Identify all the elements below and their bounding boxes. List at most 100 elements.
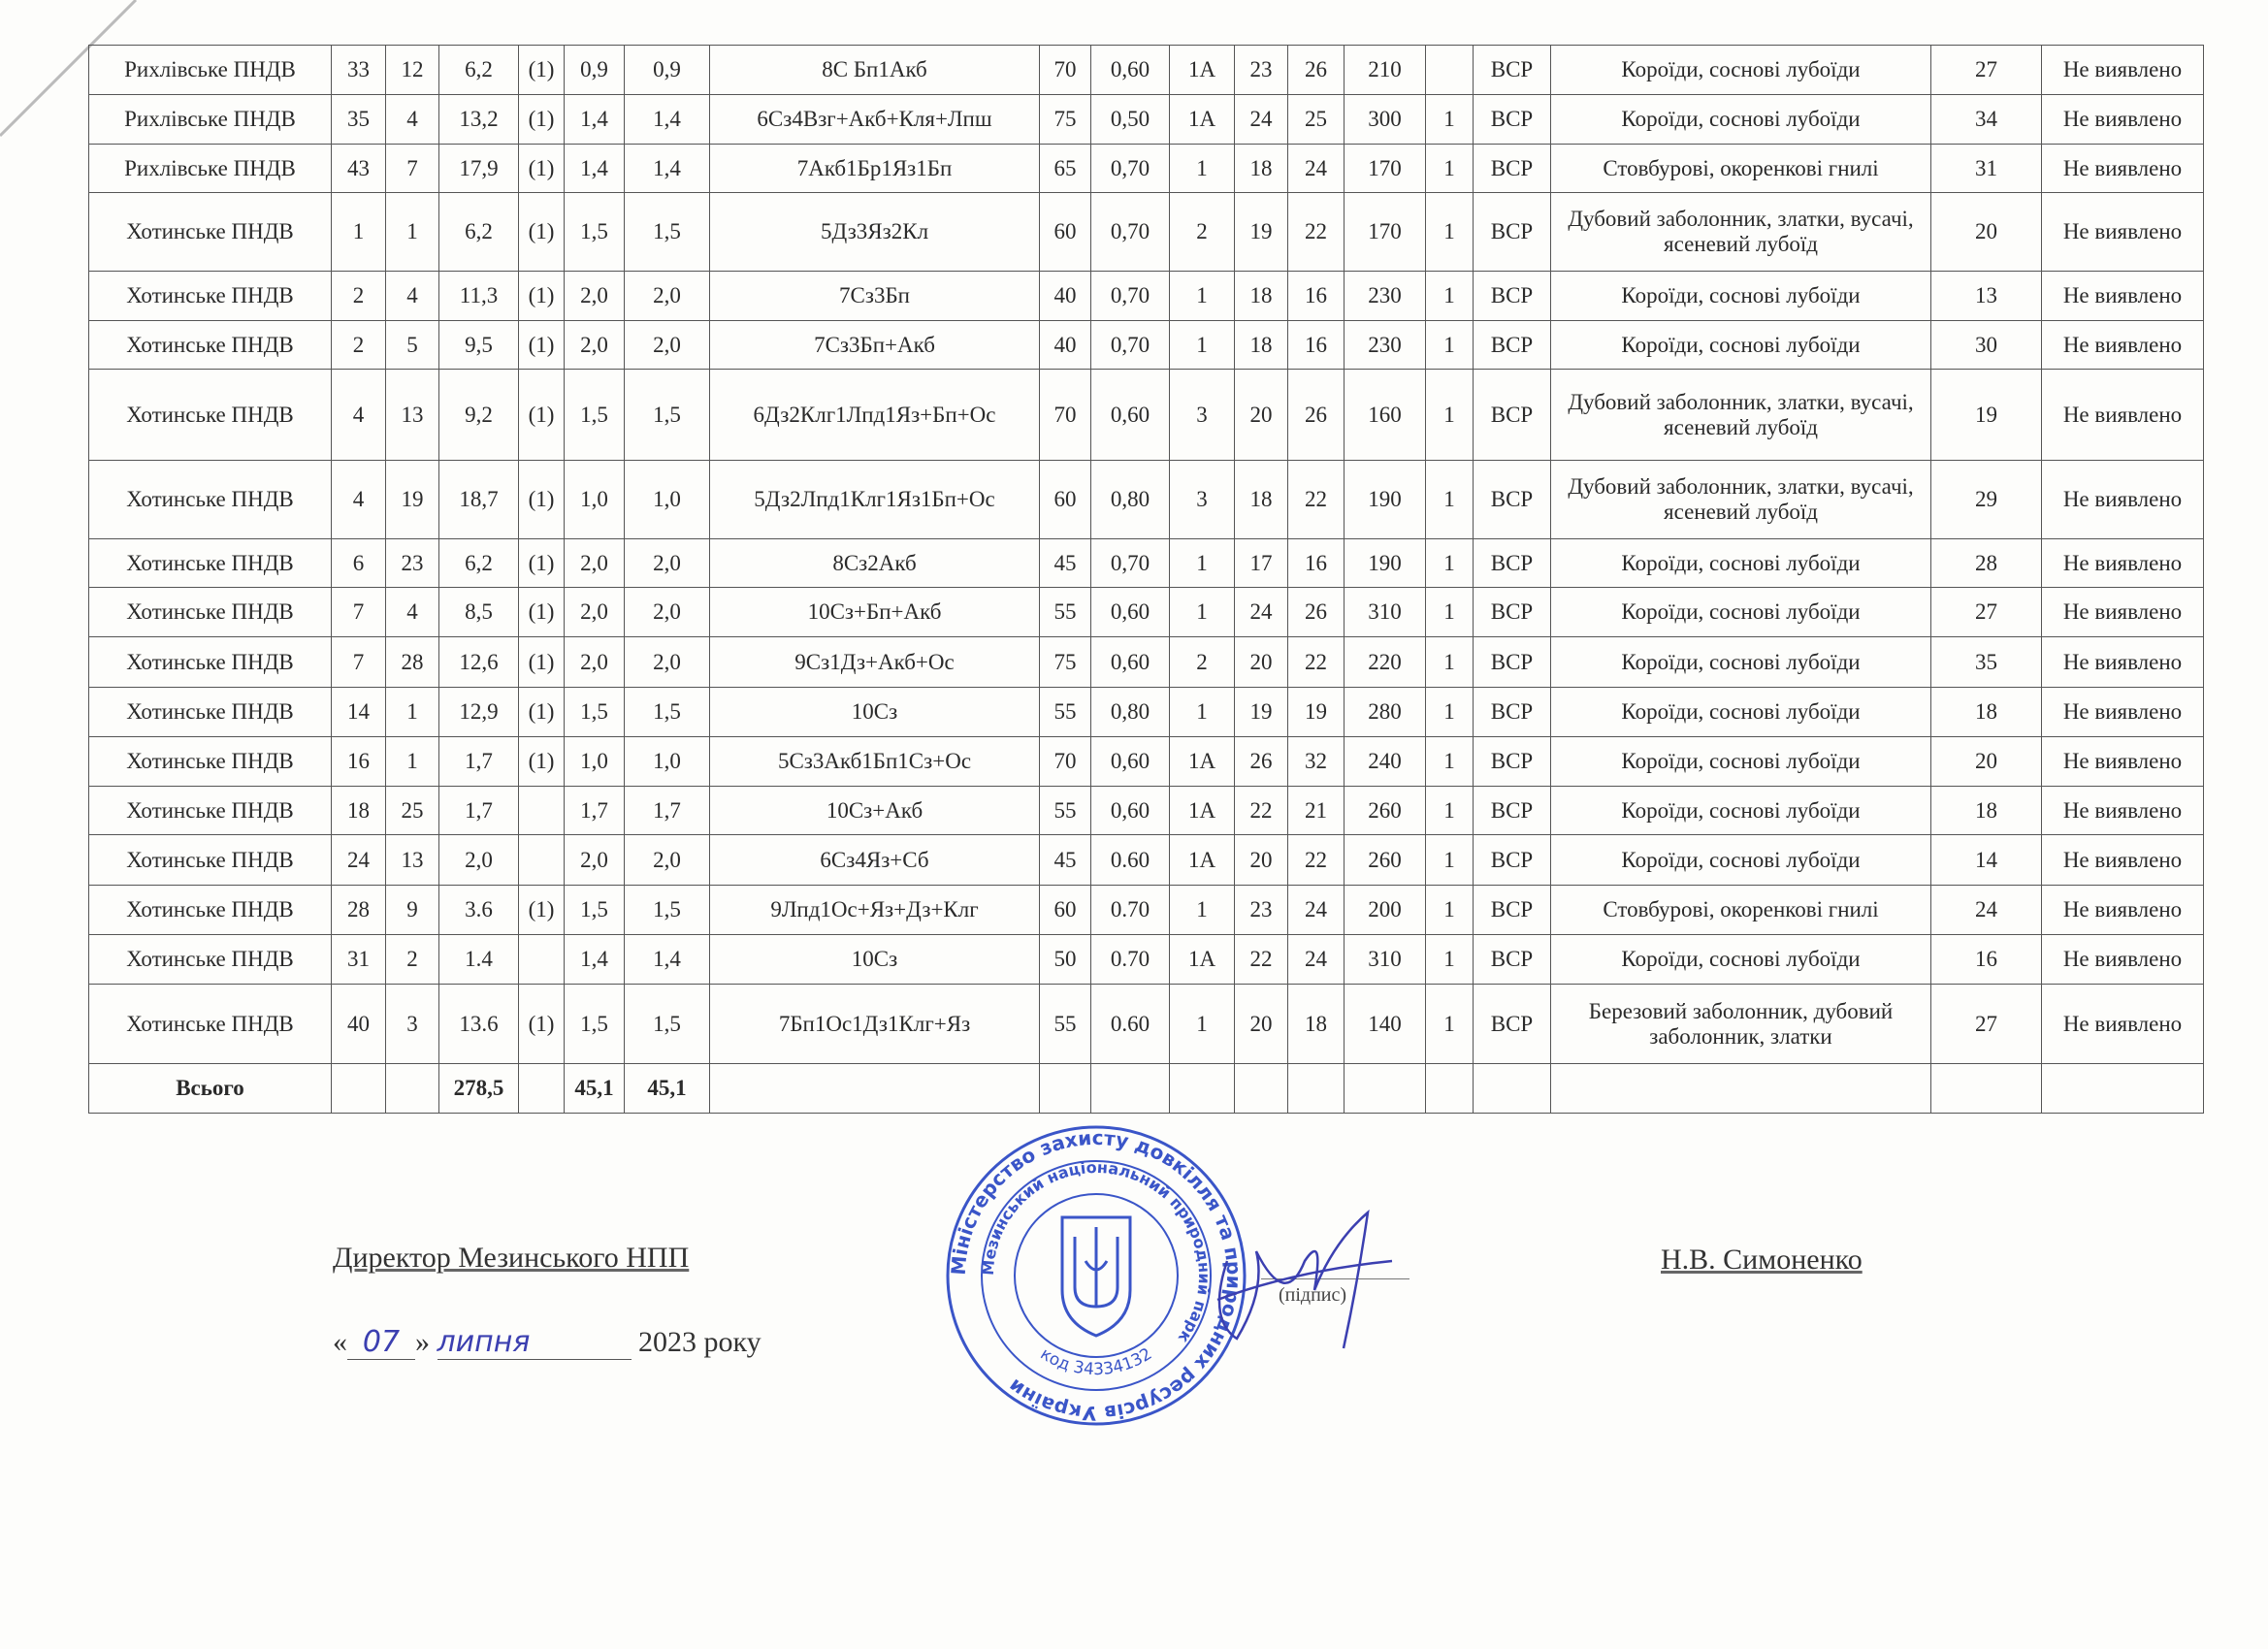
cell-compartment: 2 xyxy=(385,934,439,985)
cell-site: Хотинське ПНДВ xyxy=(88,885,332,935)
cell-area: 18,7 xyxy=(438,460,519,539)
cell-compartment: 25 xyxy=(385,786,439,835)
cell-density: 0,80 xyxy=(1090,460,1170,539)
cell-class: 1 xyxy=(1425,885,1474,935)
cell-quarter xyxy=(331,1063,386,1114)
cell-age: 60 xyxy=(1039,885,1091,935)
total-row: Всього 278,5 45,1 45,1 xyxy=(88,1063,2204,1114)
cell-area-surveyed: 2,0 xyxy=(564,320,625,370)
cell-disease-status: Не виявлено xyxy=(2041,687,2204,737)
cell-diameter: 22 xyxy=(1287,460,1345,539)
cell-age: 40 xyxy=(1039,271,1091,321)
cell-category: (1) xyxy=(518,736,565,787)
table-row: Хотинське ПНДВ 31 2 1.4 1,4 1,4 10Сз 50 0.70 1А 22… xyxy=(88,934,2204,985)
cell-species-composition: 6Сз4Взг+Акб+Кля+Лпш xyxy=(709,94,1040,145)
cell-pests: Короїди, соснові лубоїди xyxy=(1550,94,1931,145)
cell-percent: 18 xyxy=(1930,687,2042,737)
cell-height: 23 xyxy=(1234,885,1288,935)
cell-bonitet: 1 xyxy=(1169,538,1235,588)
cell-site: Хотинське ПНДВ xyxy=(88,687,332,737)
cell-category xyxy=(518,934,565,985)
cell-bonitet: 1А xyxy=(1169,786,1235,835)
cell-site: Хотинське ПНДВ xyxy=(88,460,332,539)
cell-quarter: 43 xyxy=(331,144,386,193)
cell-category: (1) xyxy=(518,885,565,935)
cell-pests: Короїди, соснові лубоїди xyxy=(1550,834,1931,886)
cell-density: 0,60 xyxy=(1090,786,1170,835)
cell-density: 0,70 xyxy=(1090,271,1170,321)
cell-quarter: 35 xyxy=(331,94,386,145)
cell-diameter: 24 xyxy=(1287,144,1345,193)
cell-area-damaged: 2,0 xyxy=(624,636,710,688)
cell-area-surveyed: 2,0 xyxy=(564,538,625,588)
cell-area-damaged: 1,0 xyxy=(624,736,710,787)
cell-pests: Дубовий заболонник, златки, вусачі, ясен… xyxy=(1550,460,1931,539)
cell-area: 8,5 xyxy=(438,587,519,637)
cell-area-surveyed: 1,5 xyxy=(564,885,625,935)
cell-area: 278,5 xyxy=(438,1063,519,1114)
cell-class: 1 xyxy=(1425,587,1474,637)
cell-stock: 170 xyxy=(1344,192,1426,272)
cell-site: Всього xyxy=(88,1063,332,1114)
cell-bonitet: 3 xyxy=(1169,369,1235,461)
cell-species-composition: 10Сз xyxy=(709,934,1040,985)
cell-class: 1 xyxy=(1425,94,1474,145)
cell-forest-type: ВСР xyxy=(1473,94,1551,145)
cell-area-damaged: 1,5 xyxy=(624,192,710,272)
cell-bonitet: 2 xyxy=(1169,192,1235,272)
cell-percent: 14 xyxy=(1930,834,2042,886)
cell-height: 26 xyxy=(1234,736,1288,787)
cell-area: 2,0 xyxy=(438,834,519,886)
cell-site: Хотинське ПНДВ xyxy=(88,834,332,886)
cell-area: 3.6 xyxy=(438,885,519,935)
cell-diameter: 26 xyxy=(1287,45,1345,95)
cell-class: 1 xyxy=(1425,786,1474,835)
cell-density: 0,70 xyxy=(1090,144,1170,193)
cell-compartment: 4 xyxy=(385,94,439,145)
table-row: Хотинське ПНДВ 24 13 2,0 2,0 2,0 6Сз4Яз+Сб 45 0.… xyxy=(88,834,2204,886)
cell-percent: 13 xyxy=(1930,271,2042,321)
cell-forest-type: ВСР xyxy=(1473,271,1551,321)
cell-species-composition: 9Лпд1Ос+Яз+Дз+Клг xyxy=(709,885,1040,935)
cell-pests: Короїди, соснові лубоїди xyxy=(1550,934,1931,985)
director-name: Н.В. Симоненко xyxy=(1661,1244,1863,1276)
cell-density xyxy=(1090,1063,1170,1114)
cell-class: 1 xyxy=(1425,369,1474,461)
cell-disease-status: Не виявлено xyxy=(2041,192,2204,272)
cell-species-composition: 8С Бп1Акб xyxy=(709,45,1040,95)
cell-percent: 20 xyxy=(1930,736,2042,787)
cell-class xyxy=(1425,1063,1474,1114)
cell-height: 20 xyxy=(1234,369,1288,461)
cell-compartment: 12 xyxy=(385,45,439,95)
cell-site: Хотинське ПНДВ xyxy=(88,320,332,370)
cell-forest-type: ВСР xyxy=(1473,786,1551,835)
cell-forest-type: ВСР xyxy=(1473,192,1551,272)
cell-pests: Короїди, соснові лубоїди xyxy=(1550,538,1931,588)
cell-area-surveyed: 1,0 xyxy=(564,736,625,787)
cell-density: 0.60 xyxy=(1090,984,1170,1064)
cell-stock: 190 xyxy=(1344,538,1426,588)
cell-height: 19 xyxy=(1234,192,1288,272)
cell-quarter: 7 xyxy=(331,587,386,637)
forest-plots-table: Рихлівське ПНДВ 33 12 6,2 (1) 0,9 0,9 8С Бп1Акб… xyxy=(88,45,2204,1114)
cell-diameter: 26 xyxy=(1287,369,1345,461)
cell-species-composition: 5Сз3Акб1Бп1Сз+Ос xyxy=(709,736,1040,787)
cell-disease-status: Не виявлено xyxy=(2041,984,2204,1064)
cell-bonitet: 1 xyxy=(1169,320,1235,370)
cell-stock: 260 xyxy=(1344,834,1426,886)
cell-percent: 34 xyxy=(1930,94,2042,145)
cell-area-damaged: 2,0 xyxy=(624,320,710,370)
cell-pests: Стовбурові, окоренкові гнилі xyxy=(1550,144,1931,193)
cell-compartment: 13 xyxy=(385,834,439,886)
cell-height: 23 xyxy=(1234,45,1288,95)
cell-age: 45 xyxy=(1039,834,1091,886)
cell-area-damaged: 1,5 xyxy=(624,369,710,461)
cell-age: 55 xyxy=(1039,587,1091,637)
cell-area: 11,3 xyxy=(438,271,519,321)
cell-compartment: 23 xyxy=(385,538,439,588)
cell-quarter: 24 xyxy=(331,834,386,886)
cell-site: Хотинське ПНДВ xyxy=(88,736,332,787)
cell-class: 1 xyxy=(1425,984,1474,1064)
cell-class: 1 xyxy=(1425,636,1474,688)
cell-height: 24 xyxy=(1234,587,1288,637)
